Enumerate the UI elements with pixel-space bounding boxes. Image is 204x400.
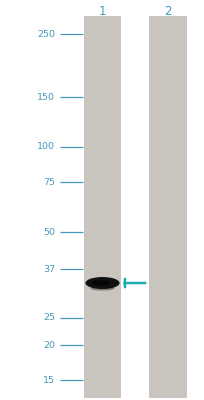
Text: 25: 25 — [43, 313, 55, 322]
Text: 100: 100 — [37, 142, 55, 152]
Ellipse shape — [91, 280, 110, 286]
Text: 20: 20 — [43, 340, 55, 350]
Text: 50: 50 — [43, 228, 55, 237]
Ellipse shape — [85, 277, 119, 289]
Text: 15: 15 — [43, 376, 55, 385]
Text: 250: 250 — [37, 30, 55, 39]
Text: 1: 1 — [98, 5, 106, 18]
Ellipse shape — [90, 286, 114, 290]
Text: 2: 2 — [164, 5, 171, 18]
Text: 150: 150 — [37, 93, 55, 102]
Text: 37: 37 — [43, 265, 55, 274]
Bar — [148, 16, 186, 398]
Text: 75: 75 — [43, 178, 55, 187]
Bar — [83, 16, 121, 398]
